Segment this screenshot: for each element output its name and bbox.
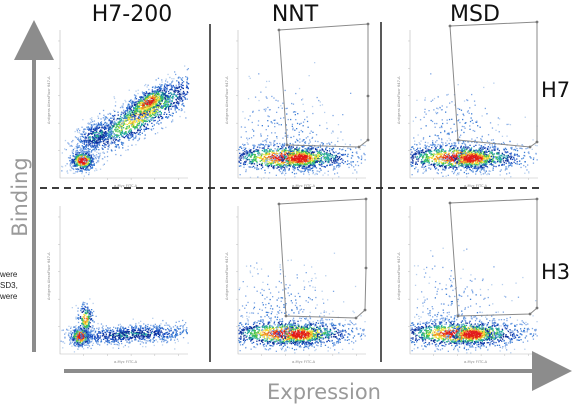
panel-axes-frame: Antigens AlexaFluor 647-Aa-Myc FITC-A xyxy=(47,30,188,188)
y-axis-title: Binding xyxy=(8,157,32,237)
gate-vertex xyxy=(278,203,281,206)
panel-y-label: Antigens AlexaFluor 647-A xyxy=(47,76,51,124)
cropped-text-line: were xyxy=(0,270,30,280)
gate-vertex xyxy=(364,309,367,312)
gate-vertex xyxy=(536,141,539,144)
gate-vertex xyxy=(536,307,539,310)
gate-vertex xyxy=(358,146,361,149)
panel-axes: Antigens AlexaFluor 647-Aa-Myc FITC-AAnt… xyxy=(47,30,538,364)
panel-y-label: Antigens AlexaFluor 647-A xyxy=(225,76,229,124)
panel-y-label: Antigens AlexaFluor 647-A xyxy=(47,252,51,300)
gate-vertex xyxy=(285,315,288,318)
gate-nnt-h3 xyxy=(279,199,366,318)
cropped-text-line: were xyxy=(0,292,30,302)
gate-vertex xyxy=(529,313,532,316)
panel-x-label: a-Myc FITC-A xyxy=(464,360,488,364)
gate-vertex xyxy=(449,202,452,205)
gate-vertex xyxy=(365,267,368,270)
gates xyxy=(278,21,539,320)
panel-x-label: a-Myc FITC-A xyxy=(114,360,138,364)
gate-nnt-h7 xyxy=(279,24,368,147)
row-label-h7: H7 xyxy=(541,78,570,102)
cropped-text-line: SD3, xyxy=(0,281,30,291)
gate-vertex xyxy=(286,144,289,147)
gate-vertex xyxy=(278,29,281,32)
panel-y-label: Antigens AlexaFluor 647-A xyxy=(397,252,401,300)
column-title-h7-200: H7-200 xyxy=(62,2,202,27)
gate-vertex xyxy=(355,317,358,320)
gate-vertex xyxy=(367,23,370,26)
gate-vertex xyxy=(536,21,539,24)
gate-vertex xyxy=(367,95,370,98)
gate-vertex xyxy=(536,198,539,201)
scatter-points xyxy=(61,62,538,354)
x-axis-title: Expression xyxy=(244,380,404,404)
gate-vertex xyxy=(365,198,368,201)
gate-vertex xyxy=(457,315,460,318)
panel-y-label: Antigens AlexaFluor 647-A xyxy=(225,252,229,300)
column-title-nnt: NNT xyxy=(240,2,350,27)
gate-msd-h3 xyxy=(450,199,537,316)
gate-vertex xyxy=(367,139,370,142)
row-label-h3: H3 xyxy=(541,260,570,284)
gate-vertex xyxy=(529,146,532,149)
column-title-msd: MSD xyxy=(420,2,530,27)
gate-vertex xyxy=(457,139,460,142)
panel-y-label: Antigens AlexaFluor 647-A xyxy=(397,76,401,124)
gate-msd-h7 xyxy=(450,22,537,147)
panel-x-label: a-Myc FITC-A xyxy=(292,360,316,364)
